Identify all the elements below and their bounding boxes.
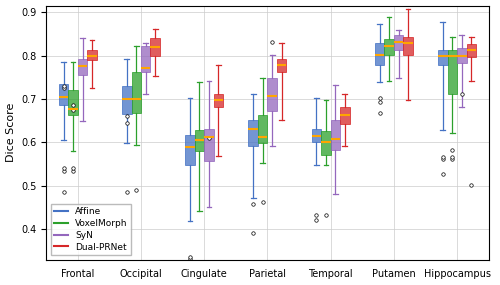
PathPatch shape [132, 72, 141, 113]
PathPatch shape [438, 50, 448, 65]
PathPatch shape [330, 120, 340, 150]
PathPatch shape [122, 86, 132, 114]
PathPatch shape [59, 84, 69, 105]
PathPatch shape [384, 39, 394, 55]
PathPatch shape [150, 38, 160, 56]
PathPatch shape [340, 107, 349, 124]
PathPatch shape [321, 131, 330, 154]
PathPatch shape [204, 129, 214, 161]
PathPatch shape [88, 50, 97, 60]
Legend: Affine, VoxelMorph, SyN, Dual-PRNet: Affine, VoxelMorph, SyN, Dual-PRNet [50, 204, 131, 255]
PathPatch shape [404, 37, 413, 55]
PathPatch shape [68, 90, 78, 115]
PathPatch shape [466, 44, 476, 57]
PathPatch shape [277, 59, 286, 72]
PathPatch shape [194, 130, 204, 151]
PathPatch shape [141, 46, 150, 72]
PathPatch shape [457, 48, 466, 63]
PathPatch shape [312, 129, 321, 142]
PathPatch shape [248, 120, 258, 146]
PathPatch shape [448, 50, 457, 94]
PathPatch shape [375, 43, 384, 65]
PathPatch shape [394, 35, 404, 50]
PathPatch shape [78, 59, 88, 75]
Y-axis label: Dice Score: Dice Score [6, 103, 16, 162]
PathPatch shape [268, 78, 277, 111]
PathPatch shape [258, 115, 268, 143]
PathPatch shape [214, 94, 223, 107]
PathPatch shape [186, 135, 194, 165]
